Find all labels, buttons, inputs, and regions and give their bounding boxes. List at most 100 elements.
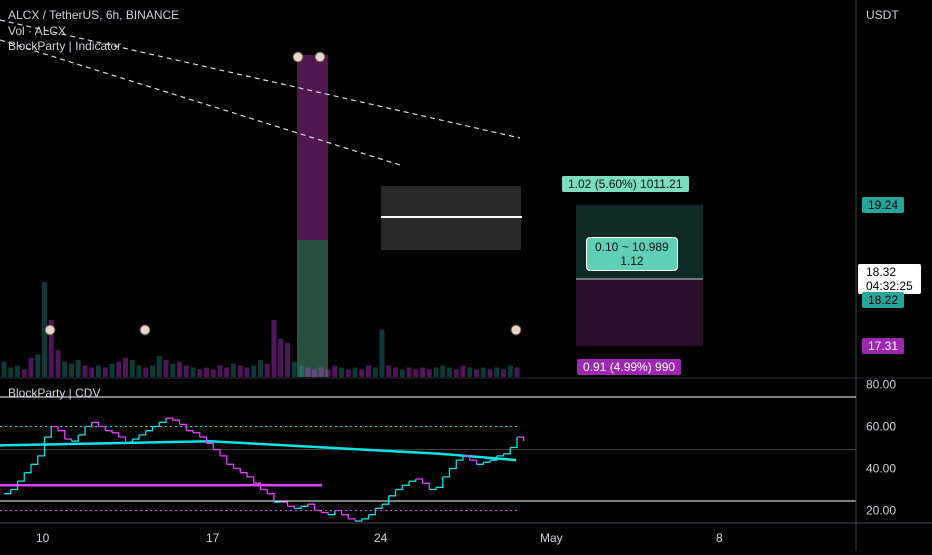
volume-bar	[325, 369, 331, 377]
volume-bar	[96, 365, 101, 377]
cdv-step	[490, 455, 498, 461]
volume-bar	[183, 365, 189, 377]
volume-bar	[271, 320, 277, 377]
skull-icon	[44, 324, 56, 336]
skull-icon	[314, 51, 326, 63]
volume-bar	[190, 367, 196, 377]
position-center-label[interactable]: 0.10 ~ 10.989 1.12	[586, 237, 678, 271]
volume-bar	[332, 365, 338, 377]
volume-bar	[102, 367, 108, 377]
skull-icon	[510, 324, 522, 336]
symbol-title: ALCX / TetherUS, 6h, BINANCE	[8, 8, 180, 22]
volume-bar	[224, 367, 230, 377]
volume-bar	[204, 367, 209, 377]
cdv-step	[186, 430, 194, 433]
cdv-step	[503, 447, 511, 455]
cdv-step	[24, 464, 32, 474]
volume-bar	[406, 367, 412, 377]
cdv-step	[206, 442, 214, 450]
skull-icon	[139, 324, 151, 336]
volume-bar	[258, 359, 263, 377]
volume-bar	[123, 358, 128, 377]
volume-bar	[231, 363, 236, 377]
cdv-step	[422, 482, 430, 490]
cdv-step	[10, 481, 19, 491]
volume-bar	[352, 367, 358, 377]
cdv-step	[402, 481, 410, 486]
cdv-step	[166, 417, 174, 421]
cdv-step	[17, 472, 25, 482]
volume-bar	[163, 359, 169, 377]
volume-bar	[237, 365, 243, 377]
loss-label[interactable]: 0.91 (4.99%) 990	[577, 359, 682, 375]
volume-bar	[8, 367, 14, 377]
cdv-step	[307, 503, 316, 511]
cdv-step	[233, 467, 241, 473]
cdv-step	[496, 453, 505, 457]
volume-bar	[312, 369, 317, 377]
trendline-upper	[0, 19, 521, 139]
cdv-step	[152, 422, 160, 428]
volume-bar	[251, 365, 257, 377]
time-tick: May	[540, 531, 563, 545]
volume-bar	[170, 363, 176, 377]
cdv-step	[341, 514, 349, 519]
cdv-step	[118, 436, 127, 444]
cdv-step	[517, 436, 525, 442]
cdv-step	[51, 425, 59, 431]
cdv-step	[321, 511, 329, 515]
cdv-step	[31, 455, 39, 465]
volume-legend[interactable]: Vol · ALCX	[8, 24, 67, 38]
volume-bar	[82, 365, 88, 377]
cdv-step	[415, 478, 424, 484]
cdv-step	[382, 495, 390, 505]
cdv-step	[361, 514, 370, 520]
entry-price-badge: 18.22	[862, 292, 905, 308]
volume-bar	[136, 365, 142, 377]
cdv-step	[37, 437, 46, 457]
trendline-lower	[0, 39, 401, 166]
cdv-tick: 80.00	[866, 378, 896, 392]
volume-bar	[62, 361, 68, 377]
volume-bar	[48, 320, 54, 377]
cdv-step	[375, 504, 383, 510]
cdv-step	[78, 426, 86, 436]
cdv-step	[334, 509, 343, 515]
volume-bar	[150, 365, 155, 377]
volume-bar	[177, 361, 182, 377]
volume-bar	[393, 367, 398, 377]
volume-bar	[305, 367, 311, 377]
position-rr: 1.12	[620, 254, 644, 268]
position-tool[interactable]	[576, 205, 703, 346]
cdv-step	[112, 432, 120, 437]
volume-bar	[345, 369, 351, 377]
volume-bar	[264, 363, 270, 377]
volume-bar	[318, 367, 324, 377]
cdv-trendline	[0, 439, 517, 462]
time-tick: 17	[206, 531, 220, 545]
volume-bar	[366, 365, 371, 377]
cdv-panel	[0, 417, 856, 522]
cdv-step	[409, 479, 417, 482]
volume-bar	[55, 350, 61, 377]
cdv-step	[429, 487, 437, 491]
cdv-legend[interactable]: BlockParty | CDV	[8, 386, 101, 400]
indicator-legend[interactable]: BlockParty | Indicator	[8, 39, 122, 53]
cdv-step	[442, 468, 451, 478]
cdv-step	[287, 505, 295, 509]
volume-bar	[514, 367, 520, 377]
cdv-step	[328, 510, 336, 516]
cdv-step	[240, 472, 248, 477]
volume-bar	[217, 365, 223, 377]
profit-label[interactable]: 1.02 (5.60%) 1011.21	[562, 176, 689, 192]
volume-bar	[453, 369, 459, 377]
volume-bar	[291, 361, 297, 377]
volume-bar	[399, 369, 405, 377]
volume-bars	[1, 282, 520, 377]
volume-bar	[109, 363, 115, 377]
cdv-step	[469, 459, 478, 465]
volume-bar	[480, 367, 486, 377]
